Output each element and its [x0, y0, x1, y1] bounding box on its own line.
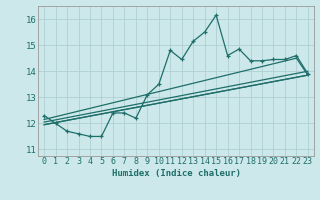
X-axis label: Humidex (Indice chaleur): Humidex (Indice chaleur): [111, 169, 241, 178]
